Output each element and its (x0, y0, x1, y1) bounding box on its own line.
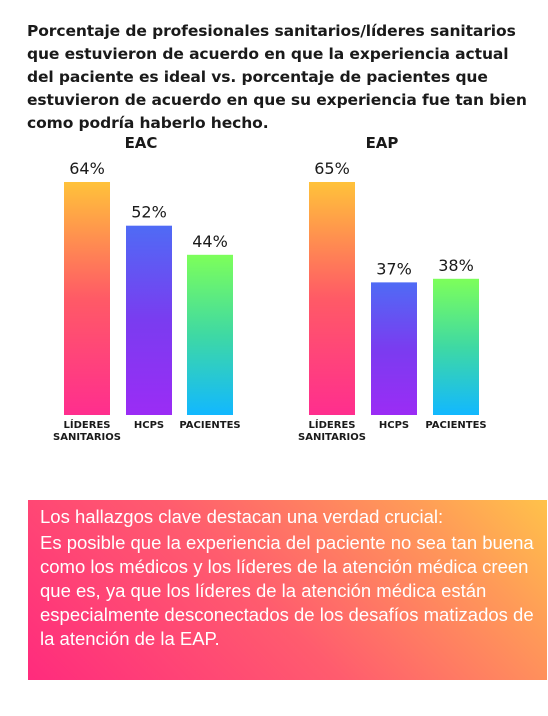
chart-title: Porcentaje de profesionales sanitarios/l… (27, 22, 527, 132)
bar (309, 182, 355, 415)
bar (187, 254, 233, 415)
panel-title: EAP (366, 134, 399, 152)
key-findings-callout: Los hallazgos clave destacan una verdad … (28, 500, 547, 680)
category-label: PACIENTES (179, 420, 240, 431)
value-label: 64% (69, 159, 105, 178)
category-label: SANITARIOS (53, 432, 121, 443)
bar (371, 282, 417, 415)
category-label: HCPS (379, 420, 409, 431)
value-label: 38% (438, 256, 474, 275)
bar (64, 182, 110, 415)
panel-title: EAC (125, 134, 158, 152)
category-label: LÍDERES (64, 418, 111, 431)
callout-lead: Los hallazgos clave destacan una verdad … (40, 506, 444, 527)
value-label: 52% (131, 203, 167, 222)
value-label: 37% (376, 259, 412, 278)
bar (433, 278, 479, 415)
bar-charts: EAC64%LÍDERESSANITARIOS52%HCPS44%PACIENT… (53, 134, 487, 443)
value-label: 44% (192, 232, 228, 251)
category-label: HCPS (134, 420, 164, 431)
callout-body: Es posible que la experiencia del pacien… (40, 532, 534, 649)
value-label: 65% (314, 159, 350, 178)
category-label: PACIENTES (425, 420, 486, 431)
bar (126, 225, 172, 415)
category-label: SANITARIOS (298, 432, 366, 443)
category-label: LÍDERES (309, 418, 356, 431)
